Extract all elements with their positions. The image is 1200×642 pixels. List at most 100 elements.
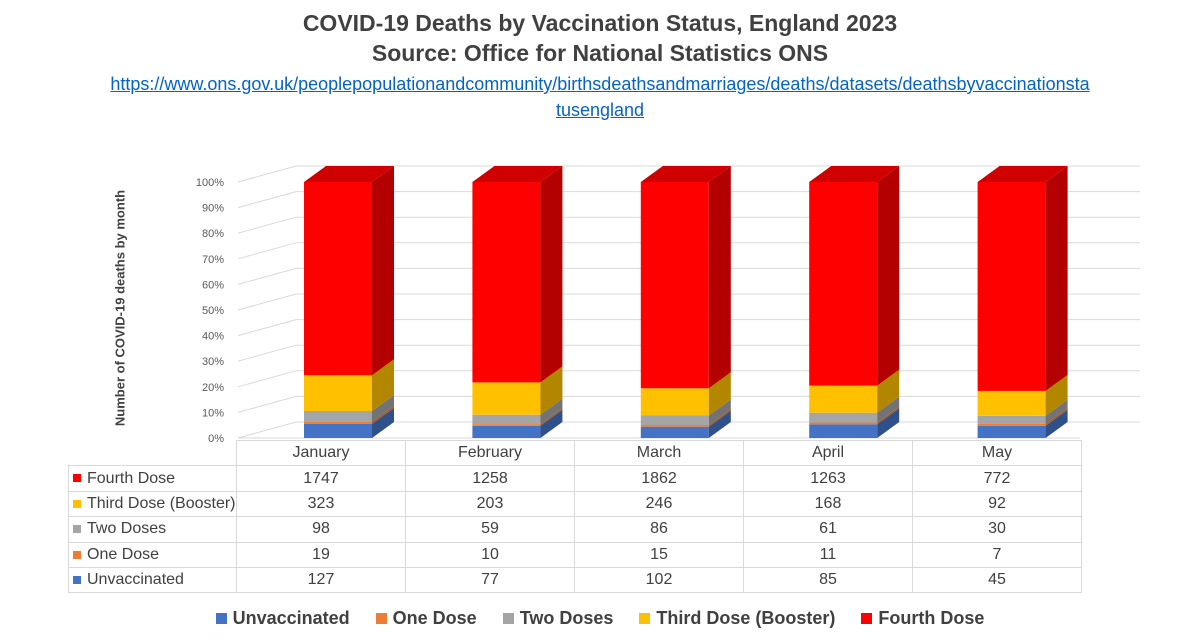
y-tick-label: 100%: [196, 177, 224, 189]
gridline-side: [237, 191, 297, 209]
legend-item: Two Doses: [502, 608, 614, 629]
bar-segment: [472, 414, 541, 425]
bar-segment: [809, 422, 878, 425]
bar-segment: [977, 390, 1046, 416]
legend-swatch: [502, 613, 514, 624]
bar-top: [977, 166, 1068, 182]
legend-item: Third Dose (Booster): [639, 608, 835, 629]
bar-segment: [809, 385, 878, 413]
bar-segment-side: [1045, 374, 1068, 416]
bar-segment: [977, 182, 1046, 391]
table-row-label: One Dose: [68, 541, 237, 568]
table-row: Fourth Dose 1747 1258 1862 1263 772: [68, 465, 1082, 492]
x-tick-label: February: [405, 439, 575, 467]
bar-segment: [640, 415, 709, 426]
table-row: One Dose 19 10 15 11 7: [68, 541, 1082, 568]
legend-label: Third Dose (Booster): [656, 608, 836, 628]
data-label: 1258: [405, 465, 575, 492]
bar-segment: [640, 425, 709, 427]
gridline-side: [237, 267, 297, 285]
legend-swatch: [215, 613, 227, 624]
y-axis-label: Number of COVID-19 deaths by month: [112, 189, 128, 427]
bar-segment-side: [877, 396, 900, 423]
data-label: 203: [405, 490, 575, 518]
data-label: 85: [743, 566, 913, 594]
data-label: 59: [405, 516, 575, 543]
legend-item: Unvaccinated: [215, 608, 350, 629]
data-label: 323: [236, 490, 406, 518]
table-row: Two Doses 98 59 86 61 30: [68, 516, 1082, 543]
data-label: 168: [743, 490, 913, 518]
series-key-swatch: [73, 575, 81, 584]
data-label: 30: [912, 516, 1082, 543]
bar-segment: [977, 425, 1046, 438]
data-label: 15: [574, 541, 744, 568]
bar-segment: [472, 182, 541, 383]
series-name: Fourth Dose: [87, 469, 176, 487]
data-label: 102: [574, 566, 744, 594]
legend-swatch: [375, 613, 387, 624]
series-name: One Dose: [87, 545, 160, 563]
table-row-label: Unvaccinated: [68, 566, 237, 594]
bar-segment-side: [540, 366, 563, 415]
y-tick-label: 90%: [202, 203, 224, 215]
x-tick-label: January: [236, 439, 406, 467]
bar-segment-side: [372, 405, 394, 424]
bar-segment-side: [372, 359, 394, 412]
bar-segment: [640, 426, 709, 438]
gridline-side: [237, 395, 297, 413]
gridline-side: [237, 242, 297, 260]
table-corner: [69, 441, 237, 466]
data-label: 61: [743, 516, 913, 543]
source-link[interactable]: https://www.ons.gov.uk/peoplepopulationa…: [110, 74, 1090, 120]
bar-segment: [640, 182, 709, 389]
gridline-side: [237, 216, 297, 234]
bar-segment-side: [877, 369, 900, 413]
legend-swatch: [861, 613, 873, 624]
gridline-side: [237, 319, 297, 337]
y-tick-label: 60%: [202, 279, 224, 291]
bar-segment-side: [708, 409, 731, 427]
x-tick-label: April: [743, 439, 913, 467]
data-label: 1263: [743, 465, 913, 492]
y-tick-label: 0%: [208, 433, 224, 445]
bar-segment-side: [1045, 166, 1068, 391]
data-label: 10: [405, 541, 575, 568]
bar-segment: [304, 411, 372, 422]
data-label: 7: [912, 541, 1082, 568]
bar-segment: [977, 415, 1046, 424]
x-tick-label: March: [574, 439, 744, 467]
bar-segment: [809, 424, 878, 438]
bar-segment: [472, 425, 541, 438]
data-label: 19: [236, 541, 406, 568]
bar-segment-side: [540, 408, 563, 426]
bar-segment-side: [877, 166, 900, 386]
legend-label: One Dose: [392, 608, 477, 628]
data-label: 45: [912, 566, 1082, 594]
bar-top: [472, 166, 563, 182]
data-table: January February March April May Fourth Dose 1…: [68, 439, 1082, 594]
bar-segment-side: [372, 166, 394, 376]
legend-label: Two Doses: [519, 608, 614, 628]
series-key-swatch: [73, 525, 81, 534]
bar-segment: [640, 388, 709, 416]
series-name: Third Dose (Booster): [87, 494, 236, 512]
bar-segment-side: [708, 399, 731, 426]
bar-segment: [304, 421, 372, 424]
y-tick-label: 30%: [202, 356, 224, 368]
data-label: 1747: [236, 465, 406, 492]
bar-segment: [977, 423, 1046, 426]
chart-title: COVID-19 Deaths by Vaccination Status, E…: [302, 10, 898, 36]
bar-segment-side: [708, 372, 731, 416]
legend-label: Fourth Dose: [878, 608, 985, 628]
bar-segment: [304, 182, 372, 376]
legend-swatch: [639, 613, 651, 624]
gridline-side: [237, 344, 297, 362]
data-label: 11: [743, 541, 913, 568]
bar-segment: [472, 382, 541, 415]
data-label: 92: [912, 490, 1082, 518]
y-tick-label: 40%: [202, 331, 224, 343]
bar-top: [304, 166, 394, 182]
x-tick-label: May: [912, 439, 1082, 467]
